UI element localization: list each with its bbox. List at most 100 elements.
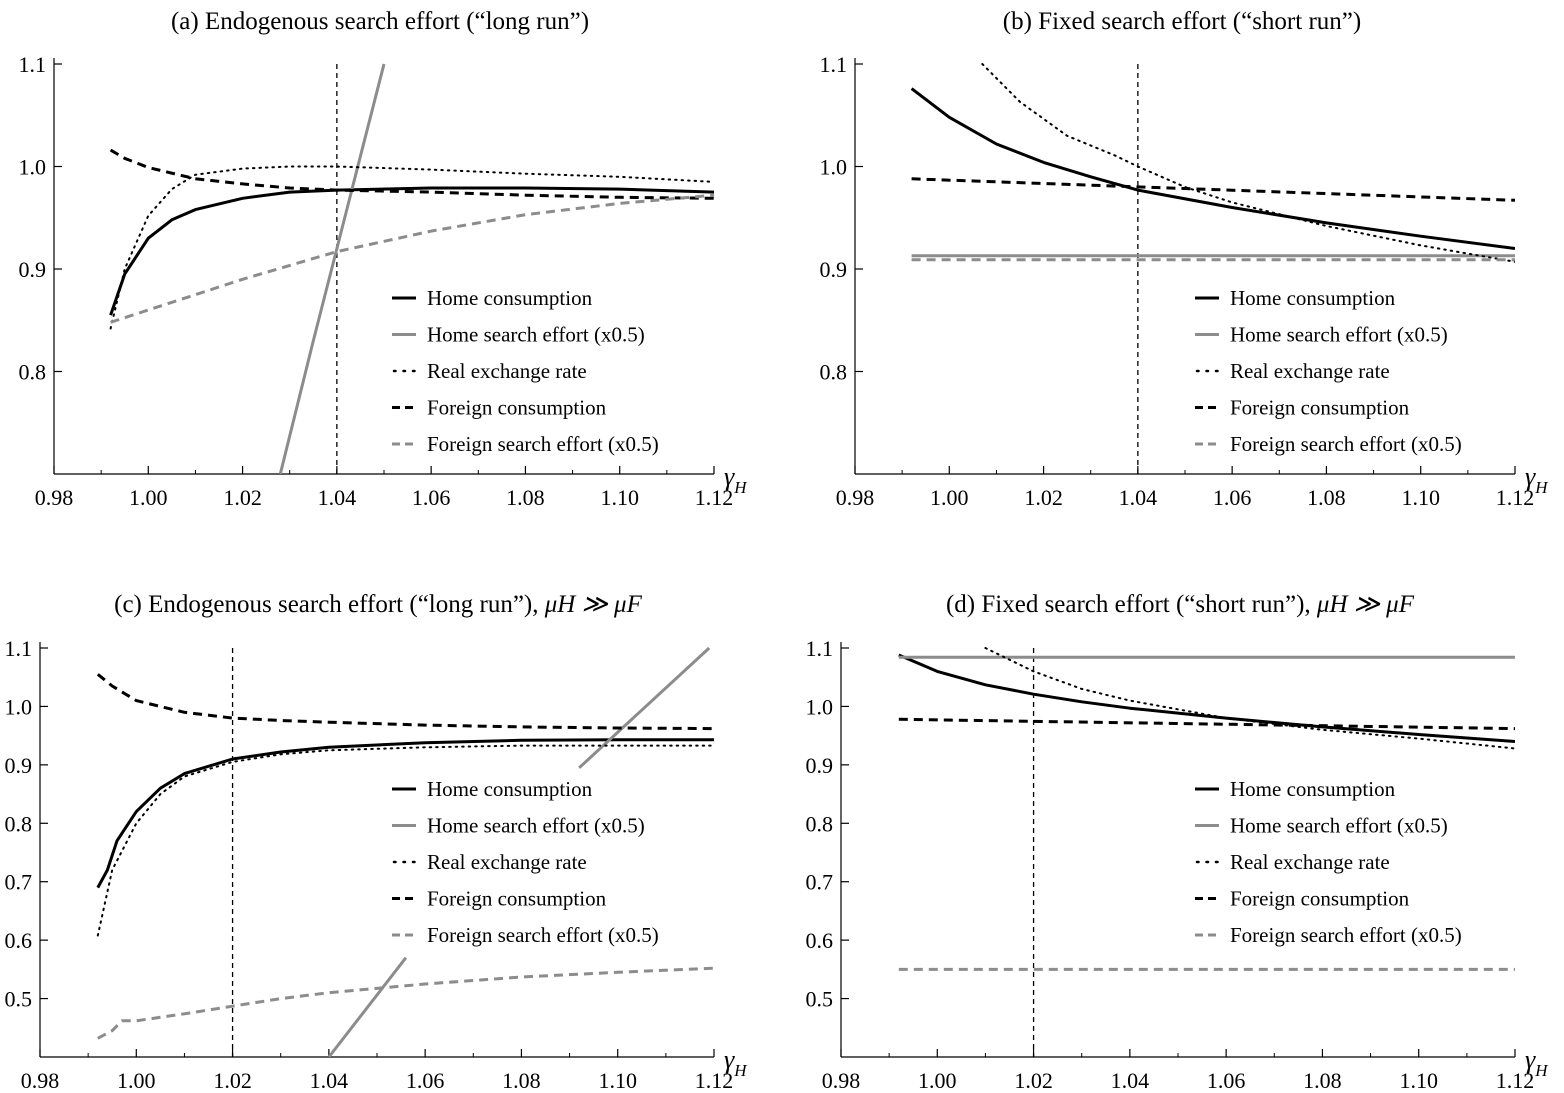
y-tick-label: 0.8 <box>5 811 33 836</box>
legend-label-foreign-search: Foreign search effort (x0.5) <box>427 432 659 456</box>
y-tick-label: 0.6 <box>5 928 33 953</box>
x-tick-label: 0.98 <box>822 1068 861 1093</box>
y-tick-label: 0.8 <box>19 360 47 385</box>
series-foreign-consumption <box>911 177 1515 202</box>
x-tick-label: 1.02 <box>1014 1068 1053 1093</box>
series-home-search <box>278 63 386 474</box>
panel-b: (b) Fixed search effort (“short run”) 0.9… <box>820 8 1550 510</box>
series-foreign-consumption <box>109 148 714 200</box>
legend-label-home-consumption: Home consumption <box>427 286 593 310</box>
legend-label-home-consumption: Home consumption <box>1230 286 1396 310</box>
x-tick-label: 1.00 <box>918 1068 957 1093</box>
x-tick-label: 1.10 <box>600 485 639 510</box>
legend-label-home-search: Home search effort (x0.5) <box>1230 814 1448 838</box>
x-tick-label: 1.12 <box>695 1068 734 1093</box>
series-group <box>898 647 1515 971</box>
x-tick-label: 1.12 <box>1496 485 1535 510</box>
legend-label-real-exchange: Real exchange rate <box>427 359 587 383</box>
series-foreign-consumption <box>96 673 714 731</box>
series-foreign-search <box>97 966 714 1040</box>
y-tick-label: 0.5 <box>806 987 834 1012</box>
x-tick-label: 1.02 <box>223 485 262 510</box>
legend-label-real-exchange: Real exchange rate <box>427 850 587 874</box>
x-tick-label: 1.02 <box>213 1068 252 1093</box>
series-home-search <box>327 956 408 1057</box>
legend: Home consumption Home search effort (x0.5… <box>392 286 659 456</box>
y-tick-label: 1.1 <box>5 636 33 661</box>
x-tick-label: 1.10 <box>1401 485 1440 510</box>
series-group <box>96 646 714 1057</box>
x-tick-label: 1.06 <box>412 485 451 510</box>
series-home-consumption <box>910 87 1515 250</box>
x-tick-label: 1.12 <box>1496 1068 1535 1093</box>
panel-title-math: μH ≫ μF <box>1316 591 1415 618</box>
x-tick-label: 1.06 <box>1213 485 1252 510</box>
panel-title: (b) Fixed search effort (“short run”) <box>1003 8 1361 35</box>
y-tick-label: 0.9 <box>5 753 33 778</box>
x-tick-label: 1.08 <box>502 1068 541 1093</box>
series-real-exchange <box>984 647 1515 750</box>
series-home-search <box>578 646 711 769</box>
panel-a: (a) Endogenous search effort (“long run”… <box>19 8 749 510</box>
x-tick-label: 1.04 <box>318 485 357 510</box>
legend: Home consumption Home search effort (x0.5… <box>392 777 659 947</box>
panel-title: (c) Endogenous search effort (“long run”… <box>114 591 642 618</box>
series-foreign-consumption <box>898 717 1515 731</box>
x-tick-label: 1.06 <box>406 1068 445 1093</box>
legend-label-real-exchange: Real exchange rate <box>1230 850 1390 874</box>
series-group <box>109 63 714 474</box>
x-tick-label: 1.10 <box>1399 1068 1438 1093</box>
y-tick-label: 0.9 <box>806 753 834 778</box>
legend-label-foreign-search: Foreign search effort (x0.5) <box>1230 432 1462 456</box>
legend-label-home-search: Home search effort (x0.5) <box>1230 323 1448 347</box>
legend-label-home-consumption: Home consumption <box>1230 777 1396 801</box>
y-tick-label: 1.0 <box>5 694 33 719</box>
series-real-exchange <box>981 63 1515 263</box>
y-tick-label: 1.0 <box>19 155 47 180</box>
series-home-consumption <box>96 738 714 889</box>
y-tick-label: 1.1 <box>19 52 47 77</box>
series-foreign-search <box>110 193 714 324</box>
y-tick-label: 1.0 <box>820 155 848 180</box>
panel-title-math: μH ≫ μF <box>544 591 643 618</box>
y-tick-label: 0.7 <box>5 870 33 895</box>
x-tick-label: 0.98 <box>35 485 74 510</box>
y-tick-label: 0.5 <box>5 987 33 1012</box>
panel-title: (a) Endogenous search effort (“long run”… <box>171 8 589 35</box>
panel-title-text: (c) Endogenous search effort (“long run”… <box>114 591 545 618</box>
legend-label-home-search: Home search effort (x0.5) <box>427 323 645 347</box>
y-tick-label: 1.1 <box>806 636 834 661</box>
x-tick-label: 1.04 <box>1119 485 1158 510</box>
x-tick-label: 1.08 <box>1303 1068 1342 1093</box>
legend-label-home-consumption: Home consumption <box>427 777 593 801</box>
legend-label-foreign-consumption: Foreign consumption <box>1230 396 1410 420</box>
series-home-consumption <box>109 186 714 316</box>
y-tick-label: 0.9 <box>820 257 848 282</box>
panel-title: (d) Fixed search effort (“short run”), μ… <box>946 591 1415 618</box>
y-tick-label: 0.6 <box>806 928 834 953</box>
series-real-exchange <box>96 744 714 937</box>
series-real-exchange <box>109 165 714 330</box>
y-tick-label: 0.9 <box>19 257 47 282</box>
series-group <box>910 63 1515 263</box>
x-axis-variable: γH <box>1525 462 1549 497</box>
legend-label-foreign-consumption: Foreign consumption <box>427 887 607 911</box>
x-tick-label: 1.00 <box>117 1068 156 1093</box>
x-tick-label: 1.10 <box>598 1068 637 1093</box>
x-tick-label: 1.02 <box>1024 485 1063 510</box>
x-tick-label: 1.04 <box>1111 1068 1150 1093</box>
legend-label-real-exchange: Real exchange rate <box>1230 359 1390 383</box>
x-tick-label: 1.08 <box>1307 485 1346 510</box>
legend-label-home-search: Home search effort (x0.5) <box>427 814 645 838</box>
legend-label-foreign-search: Foreign search effort (x0.5) <box>1230 923 1462 947</box>
panel-title-text: (d) Fixed search effort (“short run”), <box>946 591 1317 618</box>
y-tick-label: 0.7 <box>806 870 834 895</box>
y-tick-label: 0.8 <box>806 811 834 836</box>
legend: Home consumption Home search effort (x0.5… <box>1195 777 1462 947</box>
legend: Home consumption Home search effort (x0.5… <box>1195 286 1462 456</box>
y-tick-label: 1.1 <box>820 52 848 77</box>
x-tick-label: 1.06 <box>1207 1068 1246 1093</box>
x-axis-variable: γH <box>724 462 748 497</box>
series-home-consumption <box>898 653 1515 743</box>
